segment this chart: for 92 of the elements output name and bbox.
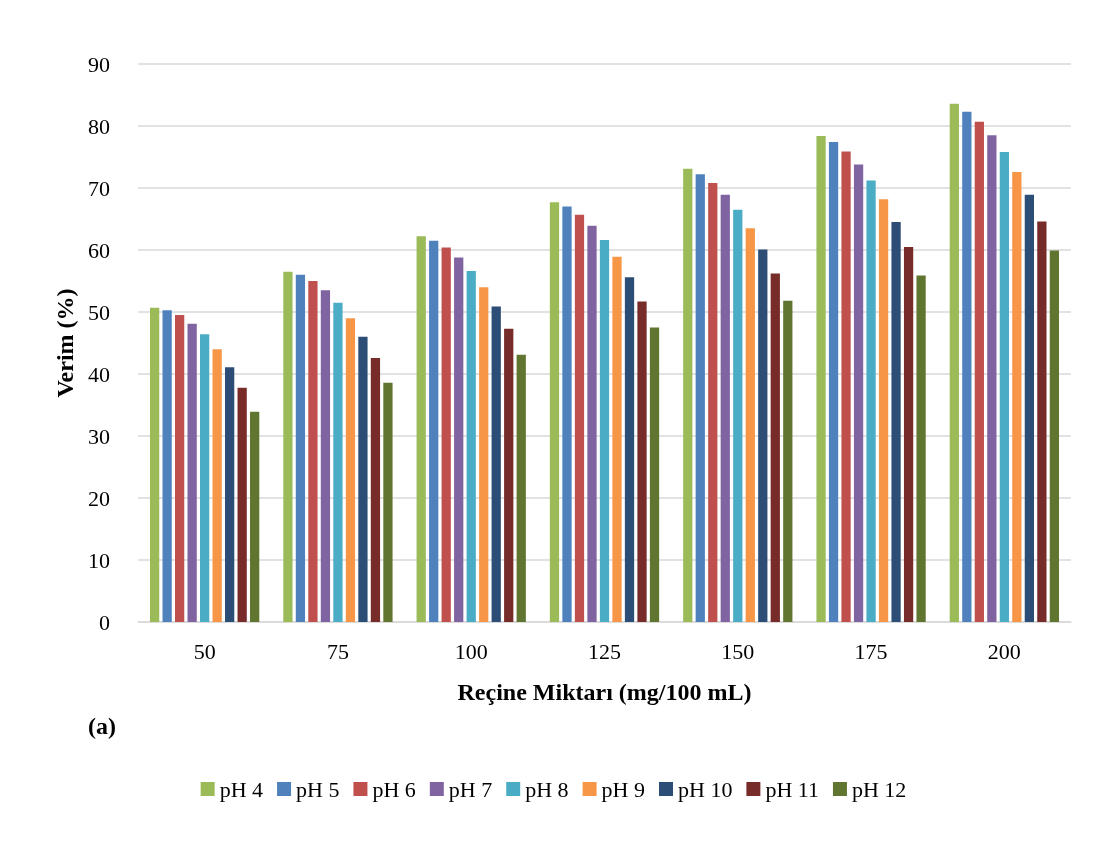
bar xyxy=(333,302,343,622)
bar xyxy=(429,240,439,622)
y-tick-label: 30 xyxy=(88,423,110,449)
bar xyxy=(358,336,368,622)
x-tick-label: 125 xyxy=(588,638,621,664)
bar xyxy=(816,135,826,622)
x-tick-label: 75 xyxy=(326,638,349,664)
bar xyxy=(225,367,235,622)
legend-label: pH 9 xyxy=(601,776,645,802)
bar xyxy=(866,180,876,622)
bar xyxy=(853,164,864,622)
bar xyxy=(903,246,914,622)
x-tick-label: 175 xyxy=(854,638,888,664)
legend-label: pH 5 xyxy=(296,776,340,802)
bar xyxy=(562,206,572,622)
bar xyxy=(683,168,693,622)
bar xyxy=(624,277,635,622)
bar xyxy=(637,301,647,622)
bar xyxy=(574,214,585,622)
bar xyxy=(1037,221,1047,622)
bar xyxy=(599,240,610,622)
legend-label: pH 8 xyxy=(525,776,569,802)
bar xyxy=(250,411,260,622)
bar xyxy=(237,387,247,622)
x-tick-label: 150 xyxy=(721,638,755,664)
bar xyxy=(720,194,730,622)
bar xyxy=(974,121,984,622)
legend-label: pH 12 xyxy=(851,776,907,802)
bar xyxy=(1024,194,1034,622)
bar xyxy=(949,103,959,622)
bar xyxy=(987,135,997,622)
x-axis-title: Reçine Miktarı (mg/100 mL) xyxy=(457,679,752,705)
bar xyxy=(587,225,597,622)
bar xyxy=(770,273,780,622)
bar xyxy=(828,142,839,622)
bar xyxy=(516,354,526,622)
y-tick-label: 80 xyxy=(88,113,110,139)
bar xyxy=(612,256,622,622)
bar xyxy=(783,300,793,622)
bar xyxy=(345,318,356,622)
bar xyxy=(283,271,293,622)
x-tick-label: 100 xyxy=(454,638,488,664)
bar xyxy=(383,382,393,622)
bar xyxy=(308,281,318,622)
bar xyxy=(999,152,1009,622)
y-tick-label: 60 xyxy=(88,237,110,263)
bar xyxy=(175,315,185,622)
y-axis-title: Verim (%) xyxy=(52,288,79,398)
bar xyxy=(504,328,514,622)
bar xyxy=(200,334,210,622)
bar xyxy=(745,228,755,622)
bar xyxy=(320,290,331,622)
bar xyxy=(466,271,476,622)
text: (a) xyxy=(88,713,116,739)
y-tick-label: 40 xyxy=(88,361,110,387)
bar xyxy=(187,323,197,622)
x-tick-label: 200 xyxy=(987,638,1021,664)
bar xyxy=(441,247,451,622)
bar xyxy=(162,310,172,622)
bar xyxy=(416,236,426,622)
bar xyxy=(479,287,489,622)
bar xyxy=(1012,171,1022,622)
bar xyxy=(695,174,705,622)
y-tick-label: 90 xyxy=(88,51,110,77)
bar xyxy=(212,349,222,622)
bar xyxy=(878,199,889,622)
legend-label: pH 10 xyxy=(677,776,733,802)
bar xyxy=(549,202,560,622)
legend-label: pH 6 xyxy=(372,776,416,802)
x-tick-label: 50 xyxy=(193,638,216,664)
bar xyxy=(491,306,501,622)
y-tick-label: 50 xyxy=(88,299,110,325)
bar xyxy=(962,111,972,622)
legend-label: pH 11 xyxy=(765,776,819,802)
y-tick-label: 70 xyxy=(88,175,110,201)
y-tick-label: 10 xyxy=(88,547,110,573)
bar xyxy=(758,249,768,622)
bar xyxy=(1049,250,1059,622)
bar xyxy=(370,357,381,622)
legend-label: pH 7 xyxy=(448,776,493,802)
y-tick-label: 0 xyxy=(99,609,110,635)
bar xyxy=(916,275,926,622)
bar xyxy=(733,209,743,622)
bar xyxy=(708,183,718,622)
bar xyxy=(150,307,160,622)
bar xyxy=(649,327,660,622)
legend-label: pH 4 xyxy=(219,776,264,802)
y-tick-label: 20 xyxy=(88,485,110,511)
bar xyxy=(891,222,901,622)
bar xyxy=(295,274,306,622)
bar xyxy=(454,257,464,622)
bar xyxy=(841,151,851,622)
